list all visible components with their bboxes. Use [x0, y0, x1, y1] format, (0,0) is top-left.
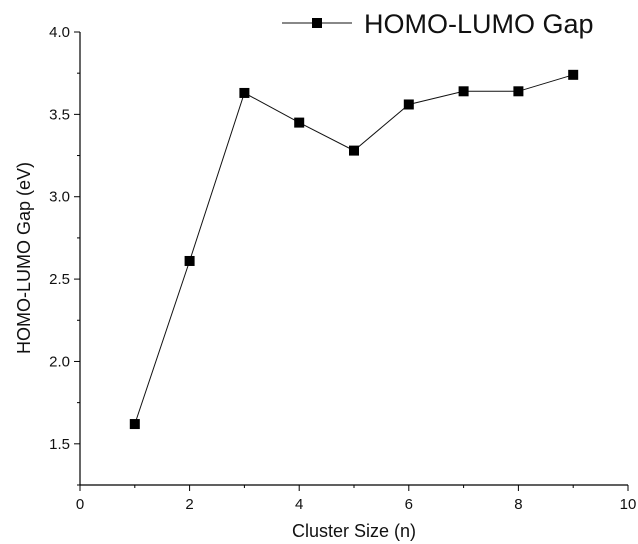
legend-marker [312, 18, 322, 28]
y-tick-label: 3.5 [49, 106, 70, 123]
data-point [239, 87, 250, 98]
y-tick-label: 3.0 [49, 189, 70, 206]
y-tick-label: 2.5 [49, 271, 70, 288]
x-tick-label: 2 [185, 496, 193, 513]
legend: HOMO-LUMO Gap [282, 9, 594, 39]
x-tick-label: 4 [295, 496, 303, 513]
x-ticks: 0 2 4 6 8 10 [76, 485, 637, 513]
data-point [184, 255, 195, 266]
data-point [294, 117, 305, 128]
x-tick-label: 0 [76, 496, 84, 513]
data-point [403, 99, 414, 110]
y-ticks: 1.5 2.0 2.5 3.0 3.5 4.0 [49, 24, 80, 486]
axes [79, 32, 628, 486]
data-point [458, 86, 469, 97]
x-axis-title: Cluster Size (n) [292, 521, 416, 541]
series-line [134, 74, 574, 425]
x-tick-label: 10 [620, 496, 637, 513]
y-axis-title: HOMO-LUMO Gap (eV) [14, 162, 34, 354]
legend-label: HOMO-LUMO Gap [364, 9, 594, 39]
x-tick-label: 6 [405, 496, 413, 513]
data-point [513, 86, 524, 97]
data-point [568, 69, 579, 80]
x-tick-label: 8 [514, 496, 522, 513]
y-tick-label: 2.0 [49, 353, 70, 370]
data-point [349, 145, 359, 156]
y-tick-label: 1.5 [49, 436, 70, 453]
data-point [129, 419, 140, 430]
y-tick-label: 4.0 [49, 24, 70, 41]
series-layer [129, 69, 579, 430]
